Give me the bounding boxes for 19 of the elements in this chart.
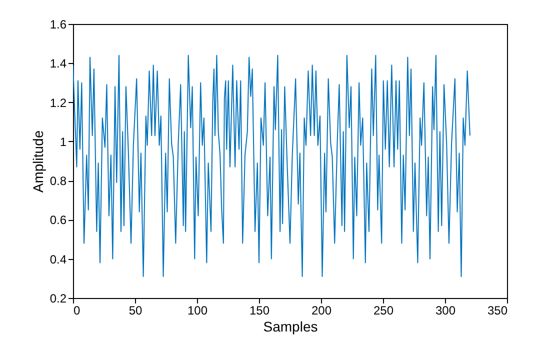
y-tick-label: 1 bbox=[60, 134, 67, 149]
x-tick-label: 200 bbox=[311, 304, 332, 318]
x-tick-label: 100 bbox=[187, 304, 208, 318]
y-tick-label: 1.4 bbox=[50, 56, 67, 71]
x-tick-label: 0 bbox=[74, 304, 80, 318]
y-tick-label: 0.2 bbox=[50, 292, 67, 306]
y-tick-label: 0.8 bbox=[50, 174, 67, 188]
x-tick-label: 50 bbox=[128, 304, 142, 318]
x-axis-title: Samples bbox=[263, 318, 318, 334]
y-tick-label: 0.4 bbox=[50, 252, 67, 266]
x-tick-label: 250 bbox=[373, 304, 394, 318]
y-tick-label: 0.6 bbox=[50, 213, 67, 228]
x-tick-label: 300 bbox=[435, 304, 456, 318]
y-tick-label: 1.6 bbox=[50, 18, 67, 32]
y-tick-label: 1.2 bbox=[50, 96, 67, 110]
x-tick-label: 350 bbox=[487, 304, 508, 318]
x-tick-label: 150 bbox=[249, 304, 270, 318]
line-series bbox=[73, 54, 470, 277]
y-axis-title: Amplitude bbox=[30, 130, 46, 193]
